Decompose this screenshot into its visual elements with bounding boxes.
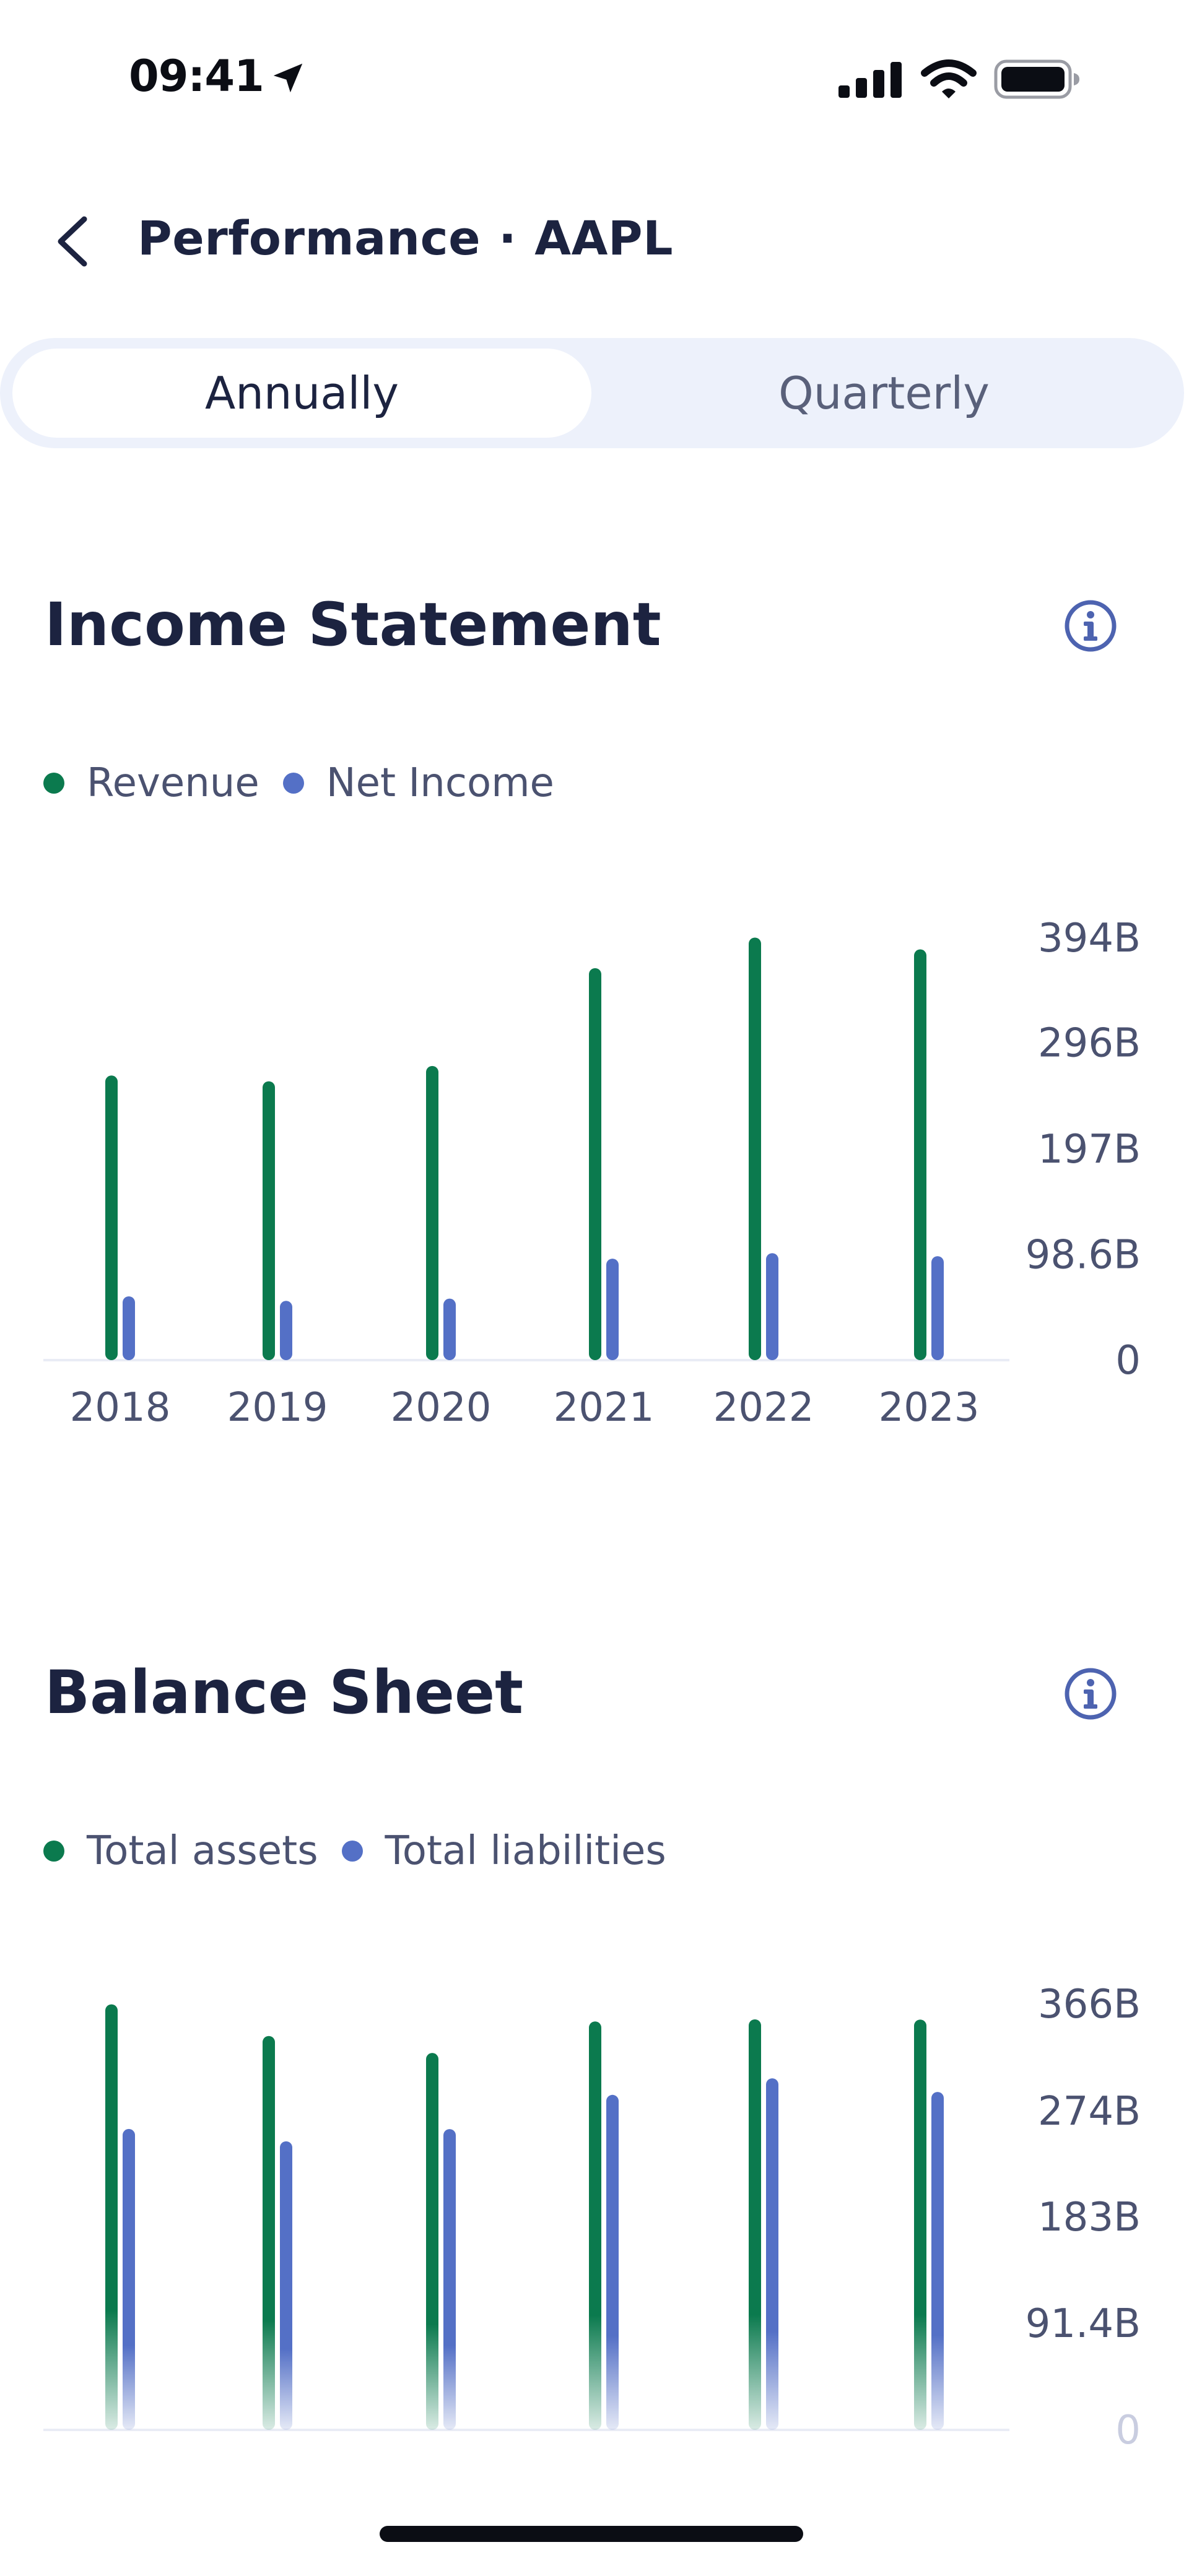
status-time: 09:41 [129, 51, 264, 102]
bar-net-income-2021 [606, 1259, 619, 1360]
legend-swatch [341, 1841, 363, 1862]
legend-swatch [43, 773, 64, 794]
info-circle-icon[interactable] [1064, 1667, 1117, 1720]
income-legend: Revenue Net Income [43, 760, 578, 806]
bar-total-assets-2020 [426, 2053, 438, 2430]
bar-total-assets-2021 [589, 2021, 601, 2430]
cellular-signal-icon [838, 62, 902, 98]
title-separator: · [499, 210, 517, 266]
bar-net-income-2020 [443, 1298, 456, 1360]
bar-total-assets-2023 [914, 2019, 926, 2430]
x-tick-label: 2022 [713, 1385, 814, 1431]
bar-total-assets-2019 [263, 2036, 275, 2430]
bar-total-liabilities-2018 [123, 2128, 135, 2430]
period-segmented-control: Annually Quarterly [0, 338, 1184, 448]
x-tick-label: 2020 [391, 1385, 492, 1431]
y-tick-label: 183B [1038, 2195, 1141, 2240]
legend-label: Net Income [326, 760, 554, 806]
y-tick-label: 0 [1115, 1338, 1141, 1384]
legend-item-revenue: Revenue [43, 760, 259, 806]
location-arrow-icon [273, 63, 303, 93]
legend-label: Revenue [87, 760, 259, 806]
income-statement-chart: 2018 2019 2020 2021 2022 2023 0 98.6B 197B 296B 39… [43, 916, 1141, 1431]
bar-revenue-2019 [263, 1081, 275, 1360]
bar-total-assets-2018 [105, 2004, 118, 2430]
bar-total-liabilities-2022 [766, 2078, 778, 2430]
home-indicator [380, 2526, 803, 2542]
chevron-left-icon[interactable] [54, 215, 92, 267]
income-statement-title: Income Statement [45, 590, 661, 659]
y-tick-label: 98.6B [1026, 1232, 1141, 1278]
x-tick-label: 2018 [70, 1385, 171, 1431]
balance-sheet-title: Balance Sheet [45, 1658, 524, 1727]
bar-revenue-2020 [426, 1065, 438, 1360]
balance-legend: Total assets Total liabilities [43, 1828, 690, 1874]
legend-label: Total liabilities [385, 1828, 666, 1874]
page-title-label: Performance [137, 210, 481, 266]
y-tick-label: 0 [1115, 2408, 1141, 2453]
info-circle-icon[interactable] [1064, 599, 1117, 653]
bar-revenue-2021 [589, 968, 601, 1360]
legend-item-total-assets: Total assets [43, 1828, 318, 1874]
page-title: Performance · AAPL [137, 210, 673, 266]
y-tick-label: 197B [1038, 1127, 1141, 1173]
bar-net-income-2019 [280, 1301, 292, 1360]
segment-annually[interactable]: Annually [205, 367, 399, 419]
y-tick-label: 366B [1038, 1982, 1141, 2027]
x-tick-label: 2021 [554, 1385, 655, 1431]
legend-item-net-income: Net Income [282, 760, 554, 806]
y-tick-label: 274B [1038, 2089, 1141, 2135]
bar-total-liabilities-2020 [443, 2129, 456, 2430]
bar-total-liabilities-2023 [931, 2092, 944, 2430]
bar-total-liabilities-2019 [280, 2141, 292, 2430]
x-tick-label: 2023 [879, 1385, 980, 1431]
legend-label: Total assets [87, 1828, 318, 1874]
bar-total-liabilities-2021 [606, 2094, 619, 2430]
y-tick-label: 91.4B [1026, 2301, 1141, 2347]
balance-sheet-chart: 0 91.4B 183B 274B 366B [43, 1982, 1141, 2453]
y-tick-label: 394B [1038, 916, 1141, 961]
battery-icon [994, 59, 1079, 99]
bar-net-income-2022 [766, 1253, 778, 1360]
y-tick-label: 296B [1038, 1021, 1141, 1067]
wifi-icon [921, 59, 977, 98]
bar-net-income-2018 [123, 1296, 135, 1360]
legend-swatch [282, 773, 304, 794]
segment-active-indicator [12, 349, 591, 438]
legend-swatch [43, 1841, 64, 1862]
bar-revenue-2023 [914, 949, 926, 1360]
bar-revenue-2018 [105, 1075, 118, 1360]
bar-total-assets-2022 [749, 2019, 761, 2430]
x-tick-label: 2019 [227, 1385, 328, 1431]
ticker-symbol: AAPL [534, 210, 674, 266]
legend-item-total-liabilities: Total liabilities [341, 1828, 666, 1874]
bar-net-income-2023 [931, 1256, 944, 1360]
bar-revenue-2022 [749, 937, 761, 1360]
segment-quarterly[interactable]: Quarterly [778, 367, 990, 419]
